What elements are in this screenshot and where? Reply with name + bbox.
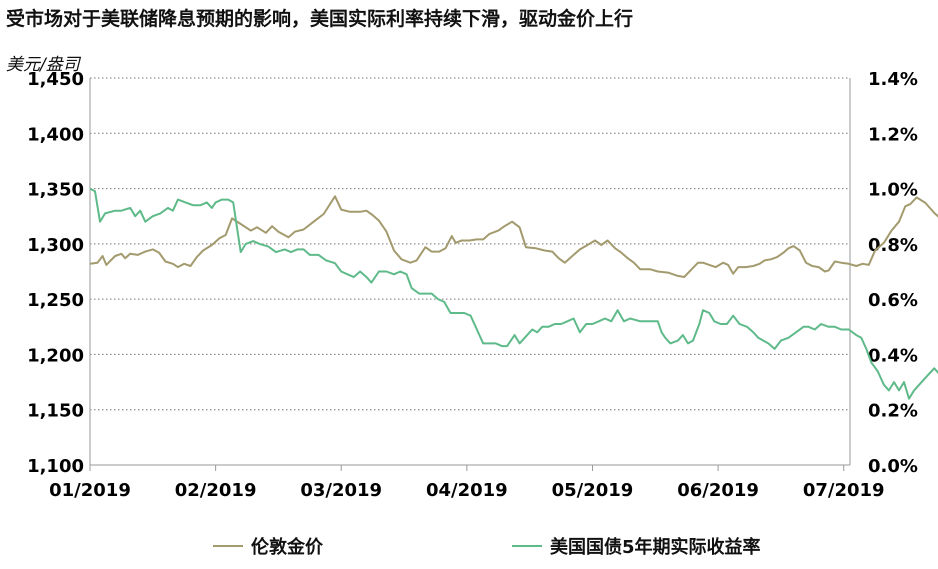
x-tick-label: 01/2019: [49, 480, 131, 501]
y-right-tick-label: 0.2%: [868, 401, 918, 422]
y-left-tick-label: 1,150: [27, 401, 84, 422]
series-line-real-yield: [89, 187, 938, 400]
legend-item-gold: 伦敦金价: [213, 533, 323, 559]
y-left-tick-label: 1,100: [27, 456, 84, 477]
x-tick-label: 02/2019: [175, 480, 257, 501]
x-tick-label: 07/2019: [803, 480, 885, 501]
chart-title: 受市场对于美联储降息预期的影响，美国实际利率持续下滑，驱动金价上行: [6, 8, 634, 30]
y-left-tick-label: 1,350: [27, 180, 84, 201]
legend-label-gold: 伦敦金价: [251, 537, 323, 558]
legend-label-real-yield: 美国国债5年期实际收益率: [550, 537, 761, 558]
y-left-tick-label: 1,400: [27, 124, 84, 145]
y-left-tick-label: 1,200: [27, 345, 84, 366]
x-tick-label: 05/2019: [552, 480, 634, 501]
y-right-tick-label: 1.0%: [868, 180, 918, 201]
legend-swatch-real-yield: [512, 545, 542, 547]
y-left-unit-label: 美元/盎司: [6, 55, 80, 75]
y-right-tick-label: 0.6%: [868, 290, 918, 311]
y-left-tick-label: 1,450: [27, 69, 84, 90]
y-right-tick-label: 1.4%: [868, 69, 918, 90]
legend-swatch-gold: [213, 545, 243, 547]
y-left-tick-label: 1,300: [27, 235, 84, 256]
x-tick-label: 03/2019: [300, 480, 382, 501]
legend-item-real-yield: 美国国债5年期实际收益率: [512, 533, 761, 559]
y-right-tick-label: 0.0%: [868, 456, 918, 477]
x-tick-label: 06/2019: [677, 480, 759, 501]
y-right-tick-label: 0.4%: [868, 345, 918, 366]
x-tick-label: 04/2019: [426, 480, 508, 501]
series-line-gold: [89, 195, 938, 278]
y-left-tick-label: 1,250: [27, 290, 84, 311]
y-right-tick-label: 1.2%: [868, 124, 918, 145]
y-right-tick-label: 0.8%: [868, 235, 918, 256]
